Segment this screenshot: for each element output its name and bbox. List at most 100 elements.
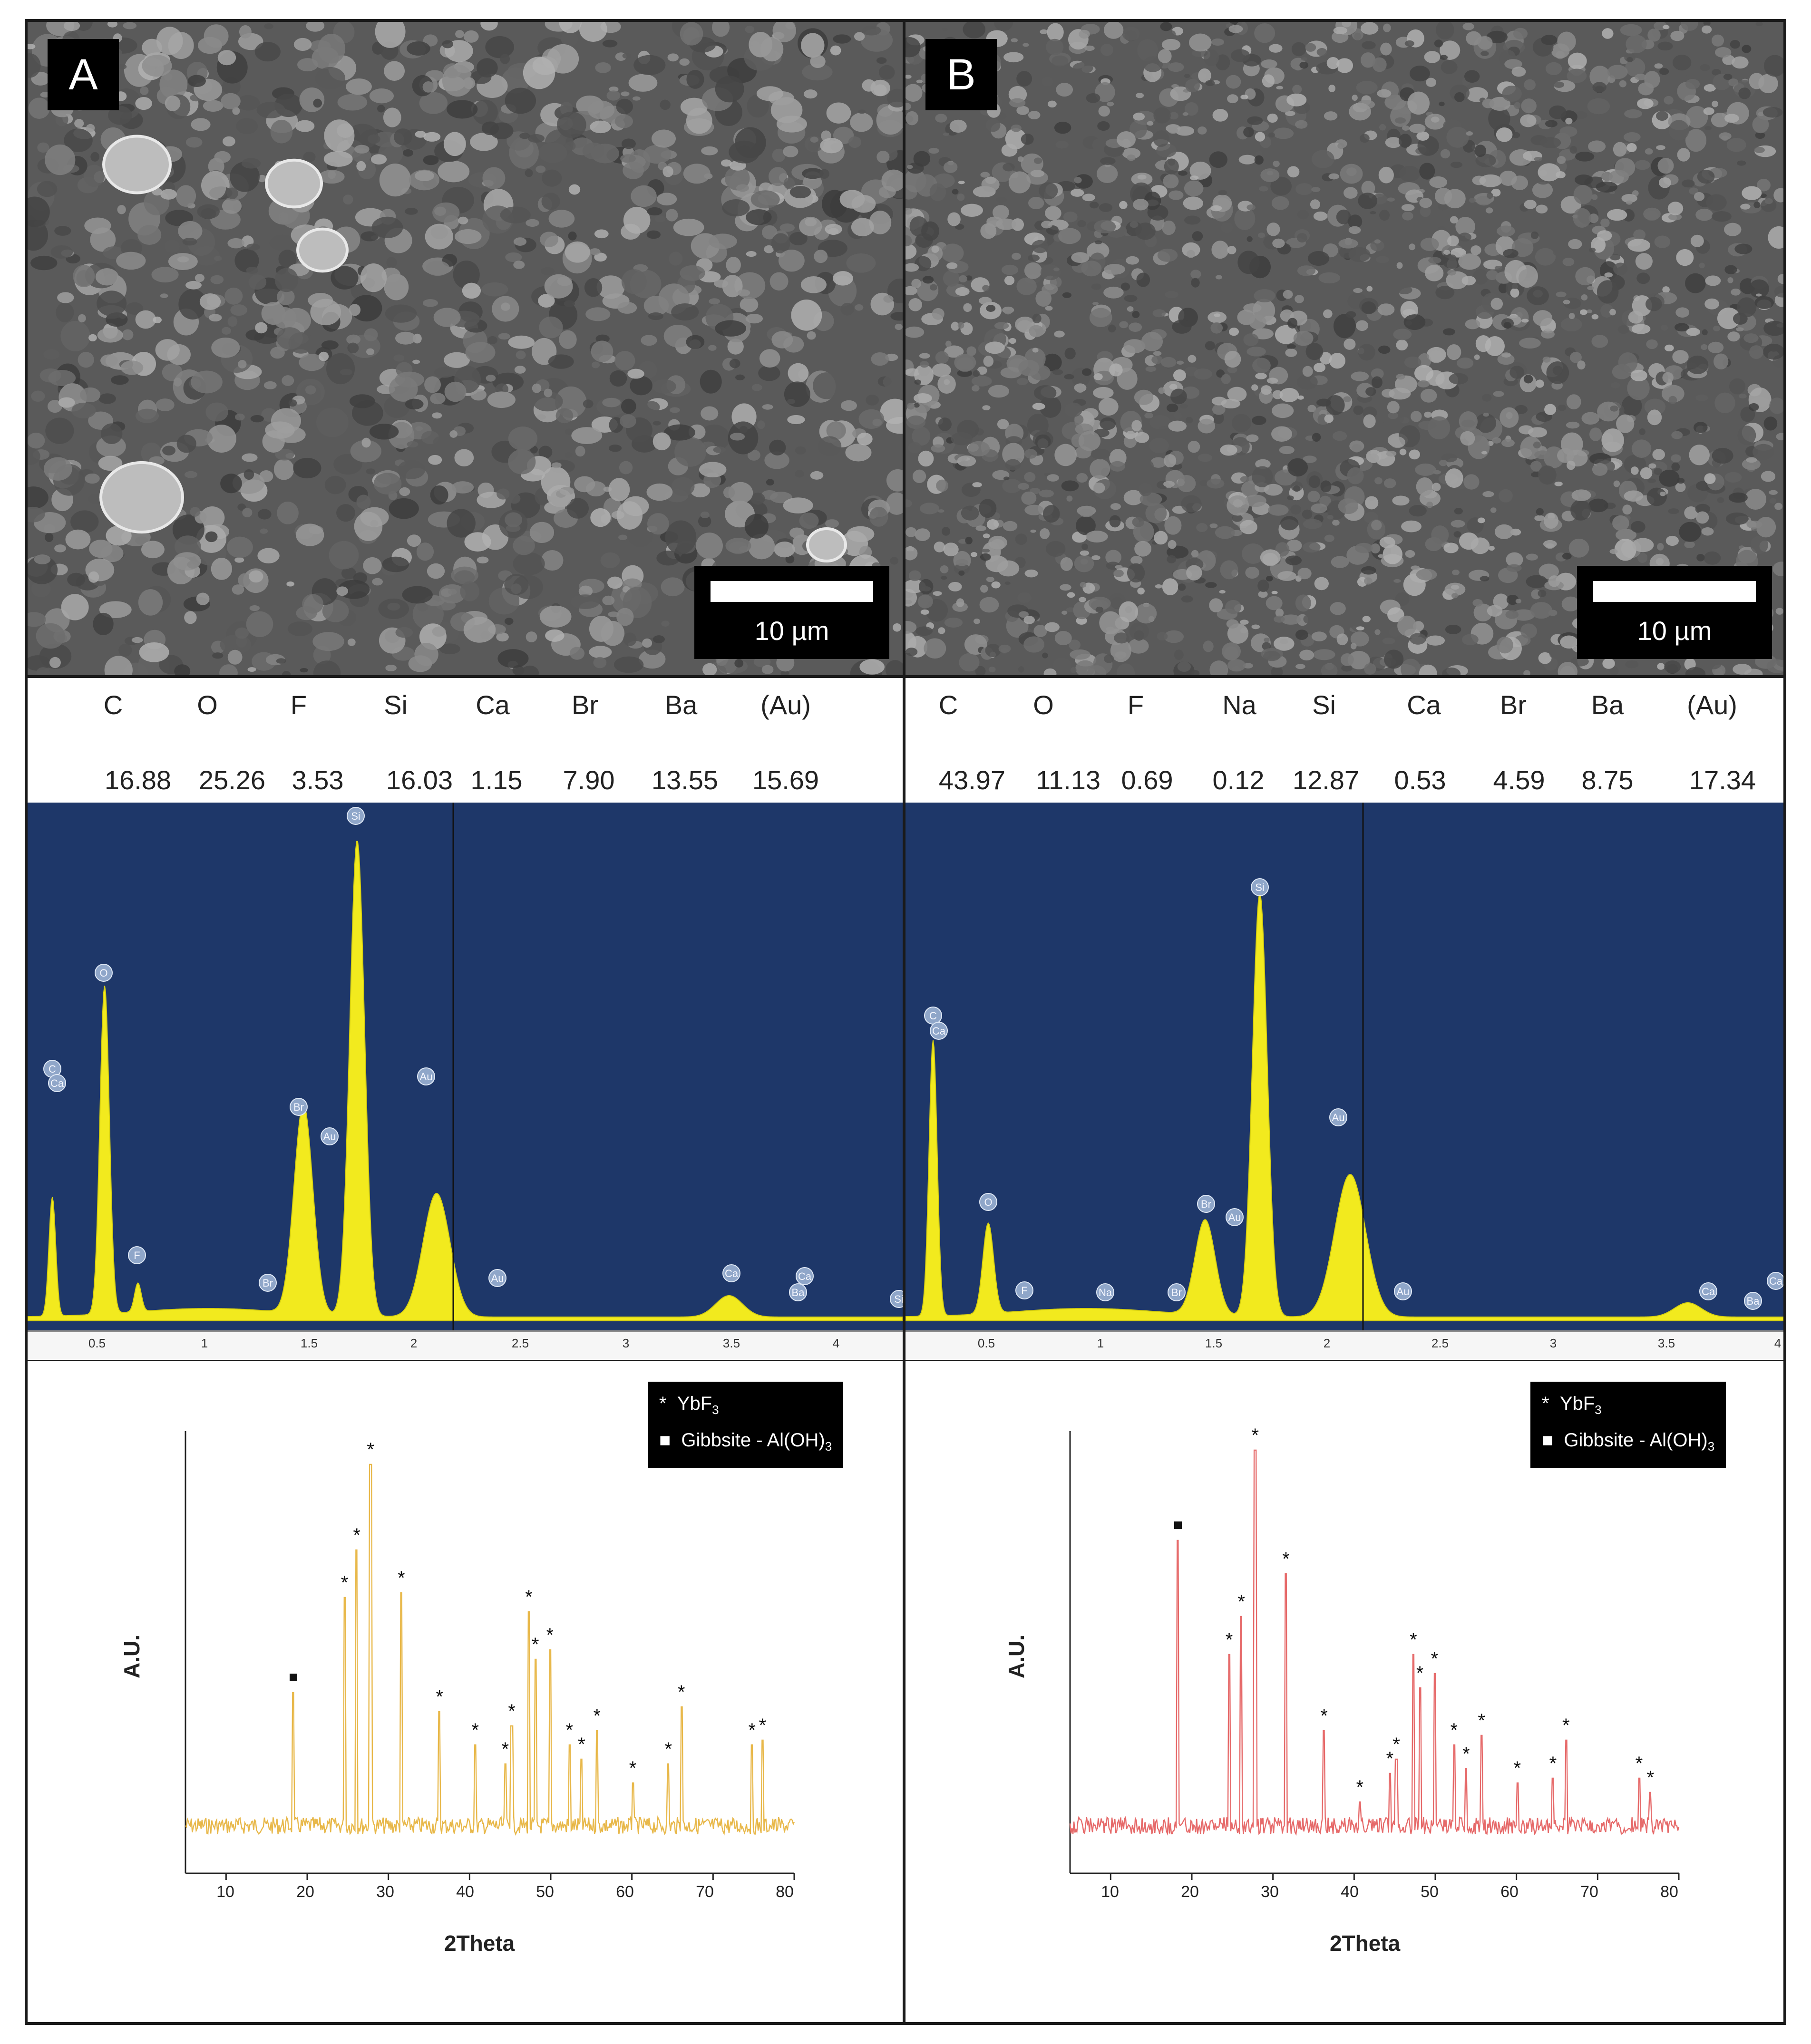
sem-grain <box>914 403 920 408</box>
sem-grain <box>944 345 964 358</box>
sem-grain <box>126 302 144 315</box>
sem-grain <box>1221 374 1231 385</box>
sem-grain <box>726 257 741 273</box>
ybf3-marker: * <box>1646 1767 1654 1788</box>
sem-grain <box>1695 208 1713 221</box>
sem-grain <box>160 293 168 298</box>
sem-grain <box>1625 660 1639 668</box>
sem-grain <box>1264 638 1270 642</box>
sem-grain <box>1266 378 1278 384</box>
sem-grain <box>1626 57 1633 63</box>
sem-grain <box>204 24 229 48</box>
sem-grain <box>453 260 480 289</box>
sem-grain <box>1490 298 1503 310</box>
sem-grain <box>90 152 99 162</box>
sem-grain <box>1149 415 1171 430</box>
sem-grain <box>1356 626 1364 630</box>
sem-grain <box>28 506 45 523</box>
sem-grain <box>156 398 175 411</box>
sem-grain <box>1313 649 1335 660</box>
sem-grain <box>1591 314 1599 320</box>
sem-grain <box>1207 478 1225 489</box>
sem-grain <box>998 644 1011 653</box>
sem-grain <box>1346 311 1356 319</box>
sem-grain <box>614 114 633 128</box>
sem-grain <box>761 665 774 674</box>
ybf3-marker: * <box>1320 1705 1328 1726</box>
sem-grain <box>866 395 879 406</box>
sem-grain <box>600 552 620 568</box>
sem-grain <box>513 261 525 269</box>
sem-grain <box>1039 396 1061 418</box>
sem-grain <box>1686 355 1709 374</box>
sem-grain <box>1492 437 1501 444</box>
sem-grain <box>1637 98 1654 109</box>
sem-grain <box>1266 596 1283 610</box>
sem-grain <box>1541 35 1558 45</box>
sem-grain <box>172 514 204 545</box>
sem-grain <box>1145 503 1167 523</box>
sem-grain <box>956 598 964 607</box>
sem-grain <box>184 471 198 478</box>
sem-grain <box>802 168 824 179</box>
sem-grain <box>1600 218 1610 228</box>
sem-grain <box>414 643 438 666</box>
sem-grain <box>1279 387 1299 402</box>
sem-grain <box>1211 38 1224 46</box>
xrd-tick: 30 <box>376 1883 394 1901</box>
sem-grain <box>1712 447 1733 464</box>
sem-grain <box>783 145 798 157</box>
sem-grain <box>538 446 553 459</box>
sem-grain <box>30 255 58 271</box>
sem-grain <box>269 234 296 251</box>
sem-grain <box>1663 25 1670 29</box>
sem-grain <box>1074 415 1084 425</box>
sem-grain <box>1436 22 1454 39</box>
sem-grain <box>1352 94 1358 101</box>
sem-grain <box>1545 328 1551 332</box>
sem-grain <box>462 282 481 299</box>
ybf3-marker: * <box>593 1705 601 1726</box>
sem-grain <box>1247 116 1263 125</box>
sem-grain <box>1621 395 1642 417</box>
sem-grain <box>802 63 833 81</box>
sem-grain <box>1510 288 1519 298</box>
sem-grain <box>1455 217 1475 236</box>
sem-grain <box>1558 662 1577 675</box>
xrd-tick: 50 <box>1421 1883 1439 1901</box>
sem-grain <box>1242 543 1265 564</box>
sem-grain <box>565 241 590 263</box>
xrd-legend-a: * YbF3 ■ Gibbsite - Al(OH)3 <box>648 1382 844 1468</box>
sem-grain <box>1094 220 1116 233</box>
sem-grain <box>1217 626 1224 633</box>
sem-grain <box>1231 414 1252 432</box>
sem-grain <box>934 541 945 552</box>
sem-grain <box>264 23 274 29</box>
sem-grain <box>1188 440 1200 453</box>
sem-grain <box>260 528 268 534</box>
sem-grain <box>1129 322 1142 332</box>
sem-grain <box>951 432 973 446</box>
sem-grain <box>211 558 232 580</box>
sem-grain <box>869 506 888 527</box>
sem-grain <box>1587 286 1594 291</box>
sem-grain <box>1079 597 1086 602</box>
sem-grain <box>1311 503 1327 513</box>
sem-grain <box>890 312 903 321</box>
sem-grain <box>1003 52 1024 63</box>
sem-grain <box>1295 630 1308 640</box>
sem-grain <box>137 225 162 245</box>
sem-grain <box>1302 366 1313 377</box>
sem-grain <box>88 334 97 342</box>
sem-grain <box>439 643 460 655</box>
sem-grain <box>747 449 760 461</box>
sem-grain <box>227 316 238 327</box>
sem-grain <box>1512 609 1535 621</box>
sem-grain <box>616 608 634 626</box>
sem-grain <box>540 267 555 275</box>
sem-grain <box>661 577 685 597</box>
sem-grain <box>1273 160 1280 167</box>
sem-grain <box>1607 65 1628 79</box>
sem-grain <box>444 352 470 368</box>
element-value: 0.12 <box>1212 765 1265 795</box>
